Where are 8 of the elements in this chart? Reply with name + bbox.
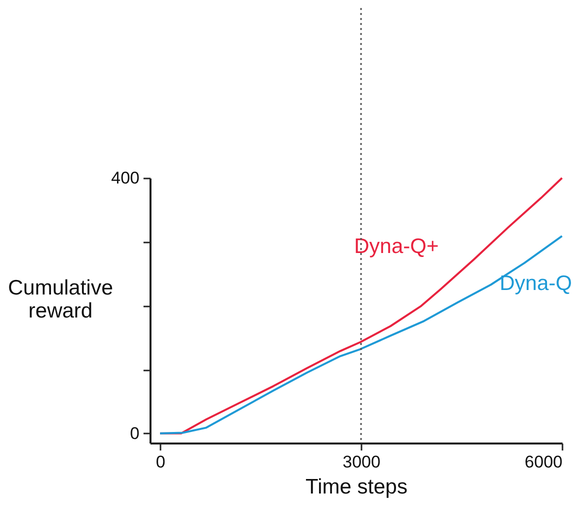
y-tick-label: 400: [111, 168, 140, 188]
series-label: Dyna-Q+: [354, 235, 439, 258]
y-axis-title: Cumulative reward: [8, 276, 114, 322]
x-tick-label: 0: [156, 452, 166, 472]
series-label: Dyna-Q: [500, 272, 572, 296]
x-tick-label: 6000: [524, 452, 562, 472]
x-axis-title: Time steps: [306, 476, 408, 498]
x-tick-label: 3000: [342, 452, 380, 472]
